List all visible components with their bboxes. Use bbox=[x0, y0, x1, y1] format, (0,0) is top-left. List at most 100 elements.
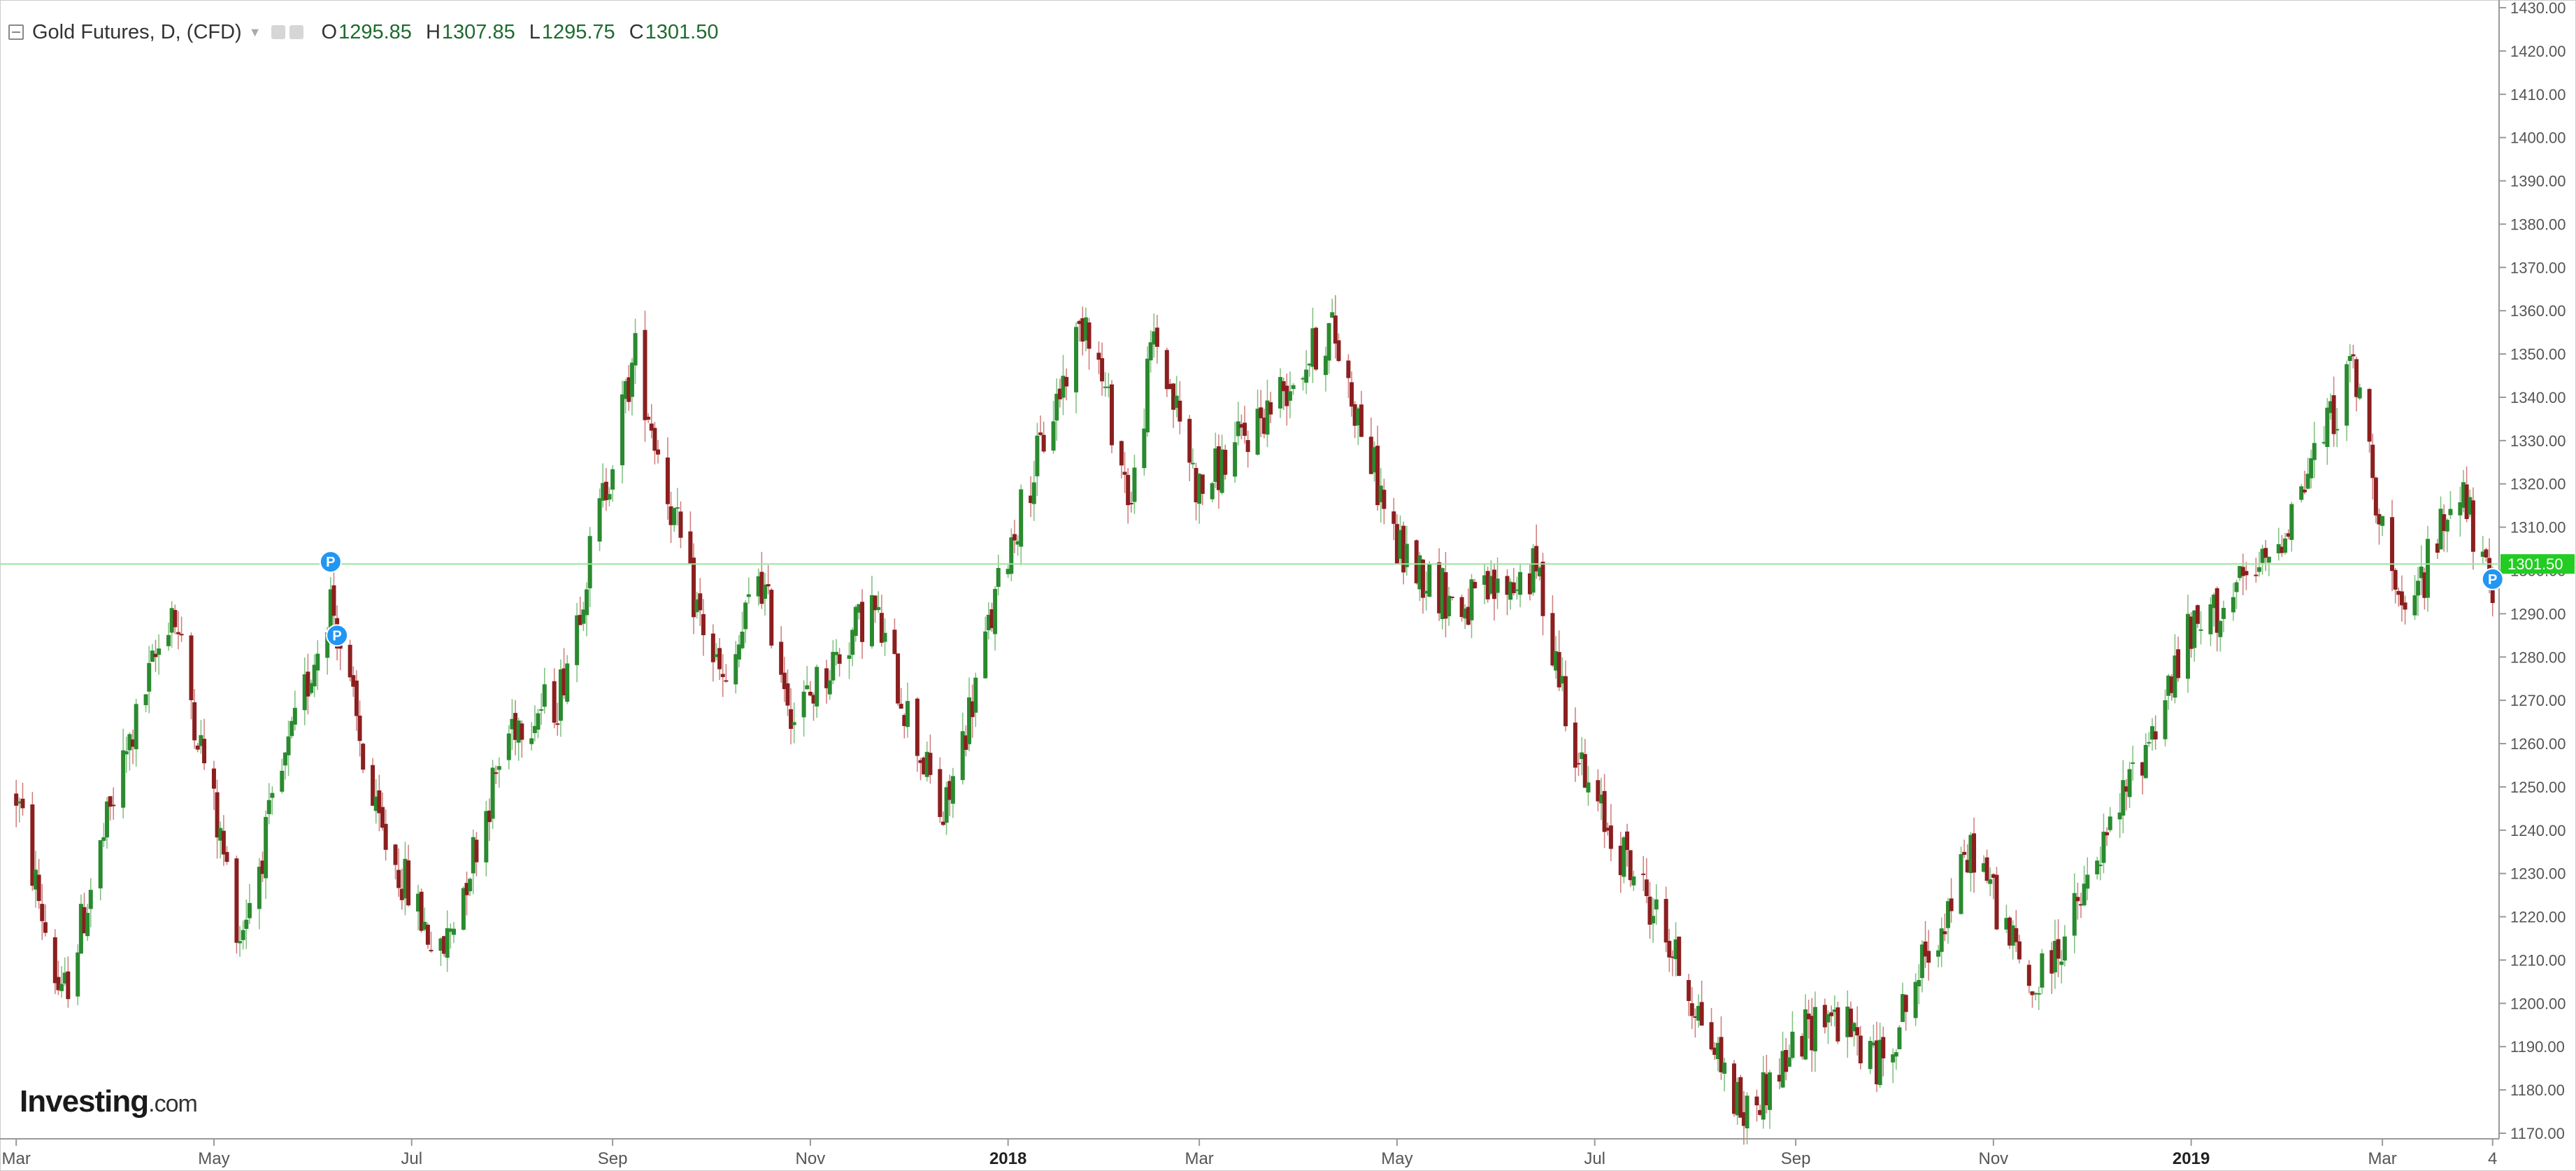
candle-body bbox=[30, 804, 35, 886]
candle-body bbox=[879, 613, 884, 643]
candle-body bbox=[40, 904, 45, 921]
candle-body bbox=[824, 668, 829, 688]
candle-body bbox=[607, 494, 612, 500]
candle-body bbox=[940, 821, 945, 825]
candle-body bbox=[1836, 1007, 1840, 1042]
candle-body bbox=[315, 653, 320, 671]
candle-body bbox=[43, 922, 48, 933]
event-marker-label: P bbox=[332, 628, 341, 644]
candle-body bbox=[1667, 940, 1672, 958]
candle-body bbox=[610, 469, 615, 490]
candle-body bbox=[938, 769, 943, 817]
candle-body bbox=[2367, 389, 2372, 442]
candle-body bbox=[698, 593, 703, 611]
candle-body bbox=[1330, 312, 1335, 318]
candle-body bbox=[1829, 1012, 1834, 1016]
candle-body bbox=[1424, 590, 1429, 594]
candle-body bbox=[892, 630, 897, 654]
candle-body bbox=[1988, 879, 1993, 884]
candle-body bbox=[1417, 555, 1422, 590]
candle-body bbox=[1641, 873, 1646, 875]
candle-body bbox=[2286, 533, 2291, 537]
candle-body bbox=[960, 731, 965, 781]
candle-body bbox=[1826, 1014, 1831, 1023]
candle-body bbox=[516, 721, 521, 743]
candle-body bbox=[1304, 369, 1309, 383]
candle-body bbox=[1631, 876, 1636, 886]
candle-body bbox=[789, 709, 794, 729]
candle-body bbox=[1006, 569, 1010, 574]
candle-body bbox=[896, 653, 901, 704]
candle-body bbox=[558, 669, 563, 721]
candle-body bbox=[827, 680, 832, 695]
candle-body bbox=[1080, 318, 1085, 342]
candle-body bbox=[1323, 355, 1328, 376]
candle-body bbox=[2173, 655, 2177, 698]
candle-body bbox=[415, 893, 420, 912]
candle-body bbox=[377, 790, 382, 814]
candle-body bbox=[2098, 865, 2103, 867]
candle-body bbox=[2357, 387, 2362, 399]
collapse-icon[interactable] bbox=[8, 24, 24, 40]
candle-body bbox=[2185, 613, 2190, 679]
candle-body bbox=[633, 333, 638, 366]
candle-body bbox=[1777, 1074, 1782, 1082]
candle-body bbox=[1482, 575, 1487, 586]
candle-body bbox=[1598, 794, 1603, 804]
candle-body bbox=[882, 632, 887, 642]
candle-body bbox=[173, 609, 178, 627]
candle-body bbox=[20, 798, 25, 809]
candle-body bbox=[1447, 595, 1452, 617]
candle-body bbox=[853, 606, 858, 637]
candle-body bbox=[1485, 571, 1490, 599]
candle-body bbox=[746, 594, 751, 597]
candle-body bbox=[2008, 917, 2012, 946]
candle-body bbox=[1712, 1047, 1717, 1055]
candle-body bbox=[371, 765, 375, 806]
candle-body bbox=[176, 632, 180, 634]
candle-body bbox=[1984, 857, 1989, 881]
candle-body bbox=[918, 760, 923, 763]
candle-body bbox=[1466, 606, 1471, 625]
candle-body bbox=[1164, 350, 1169, 390]
candle-body bbox=[833, 651, 838, 655]
candle-body bbox=[1563, 676, 1568, 727]
candle-body bbox=[134, 704, 138, 750]
candle-body bbox=[1939, 928, 1944, 952]
candle-body bbox=[2010, 925, 2015, 946]
y-tick-label: 1390.00 bbox=[2510, 173, 2566, 190]
candle-body bbox=[2289, 504, 2294, 540]
candle-body bbox=[2480, 551, 2485, 557]
candle-body bbox=[2192, 610, 2197, 648]
candle-body bbox=[714, 654, 719, 658]
candle-body bbox=[1822, 1005, 1827, 1028]
candle-body bbox=[2470, 500, 2475, 552]
candle-body bbox=[1401, 525, 1406, 573]
candle-body bbox=[1148, 342, 1153, 361]
candle-body bbox=[1968, 835, 1973, 874]
candle-body bbox=[2085, 874, 2090, 889]
settings-icon[interactable] bbox=[289, 25, 303, 39]
candle-body bbox=[542, 684, 547, 707]
candle-body bbox=[905, 701, 910, 728]
investing-logo[interactable]: Investing.com bbox=[20, 1084, 198, 1119]
candle-body bbox=[2149, 726, 2154, 740]
chevron-down-icon[interactable]: ▼ bbox=[248, 24, 262, 39]
candle-body bbox=[1754, 1096, 1759, 1106]
candle-body bbox=[717, 648, 722, 669]
candle-body bbox=[1245, 440, 1250, 453]
candle-body bbox=[1803, 1009, 1808, 1060]
candle-body bbox=[1709, 1022, 1714, 1050]
x-tick-label: Jul bbox=[401, 1149, 422, 1168]
candle-body bbox=[1174, 395, 1179, 409]
candle-body bbox=[1051, 421, 1056, 451]
candle-body bbox=[1243, 423, 1247, 437]
candle-body bbox=[1194, 468, 1198, 503]
eye-icon[interactable] bbox=[271, 25, 285, 39]
candle-body bbox=[1696, 1005, 1701, 1021]
open-value: 1295.85 bbox=[338, 20, 412, 43]
close-value: 1301.50 bbox=[645, 20, 719, 43]
candle-body bbox=[1333, 315, 1338, 344]
candle-body bbox=[1132, 467, 1137, 502]
